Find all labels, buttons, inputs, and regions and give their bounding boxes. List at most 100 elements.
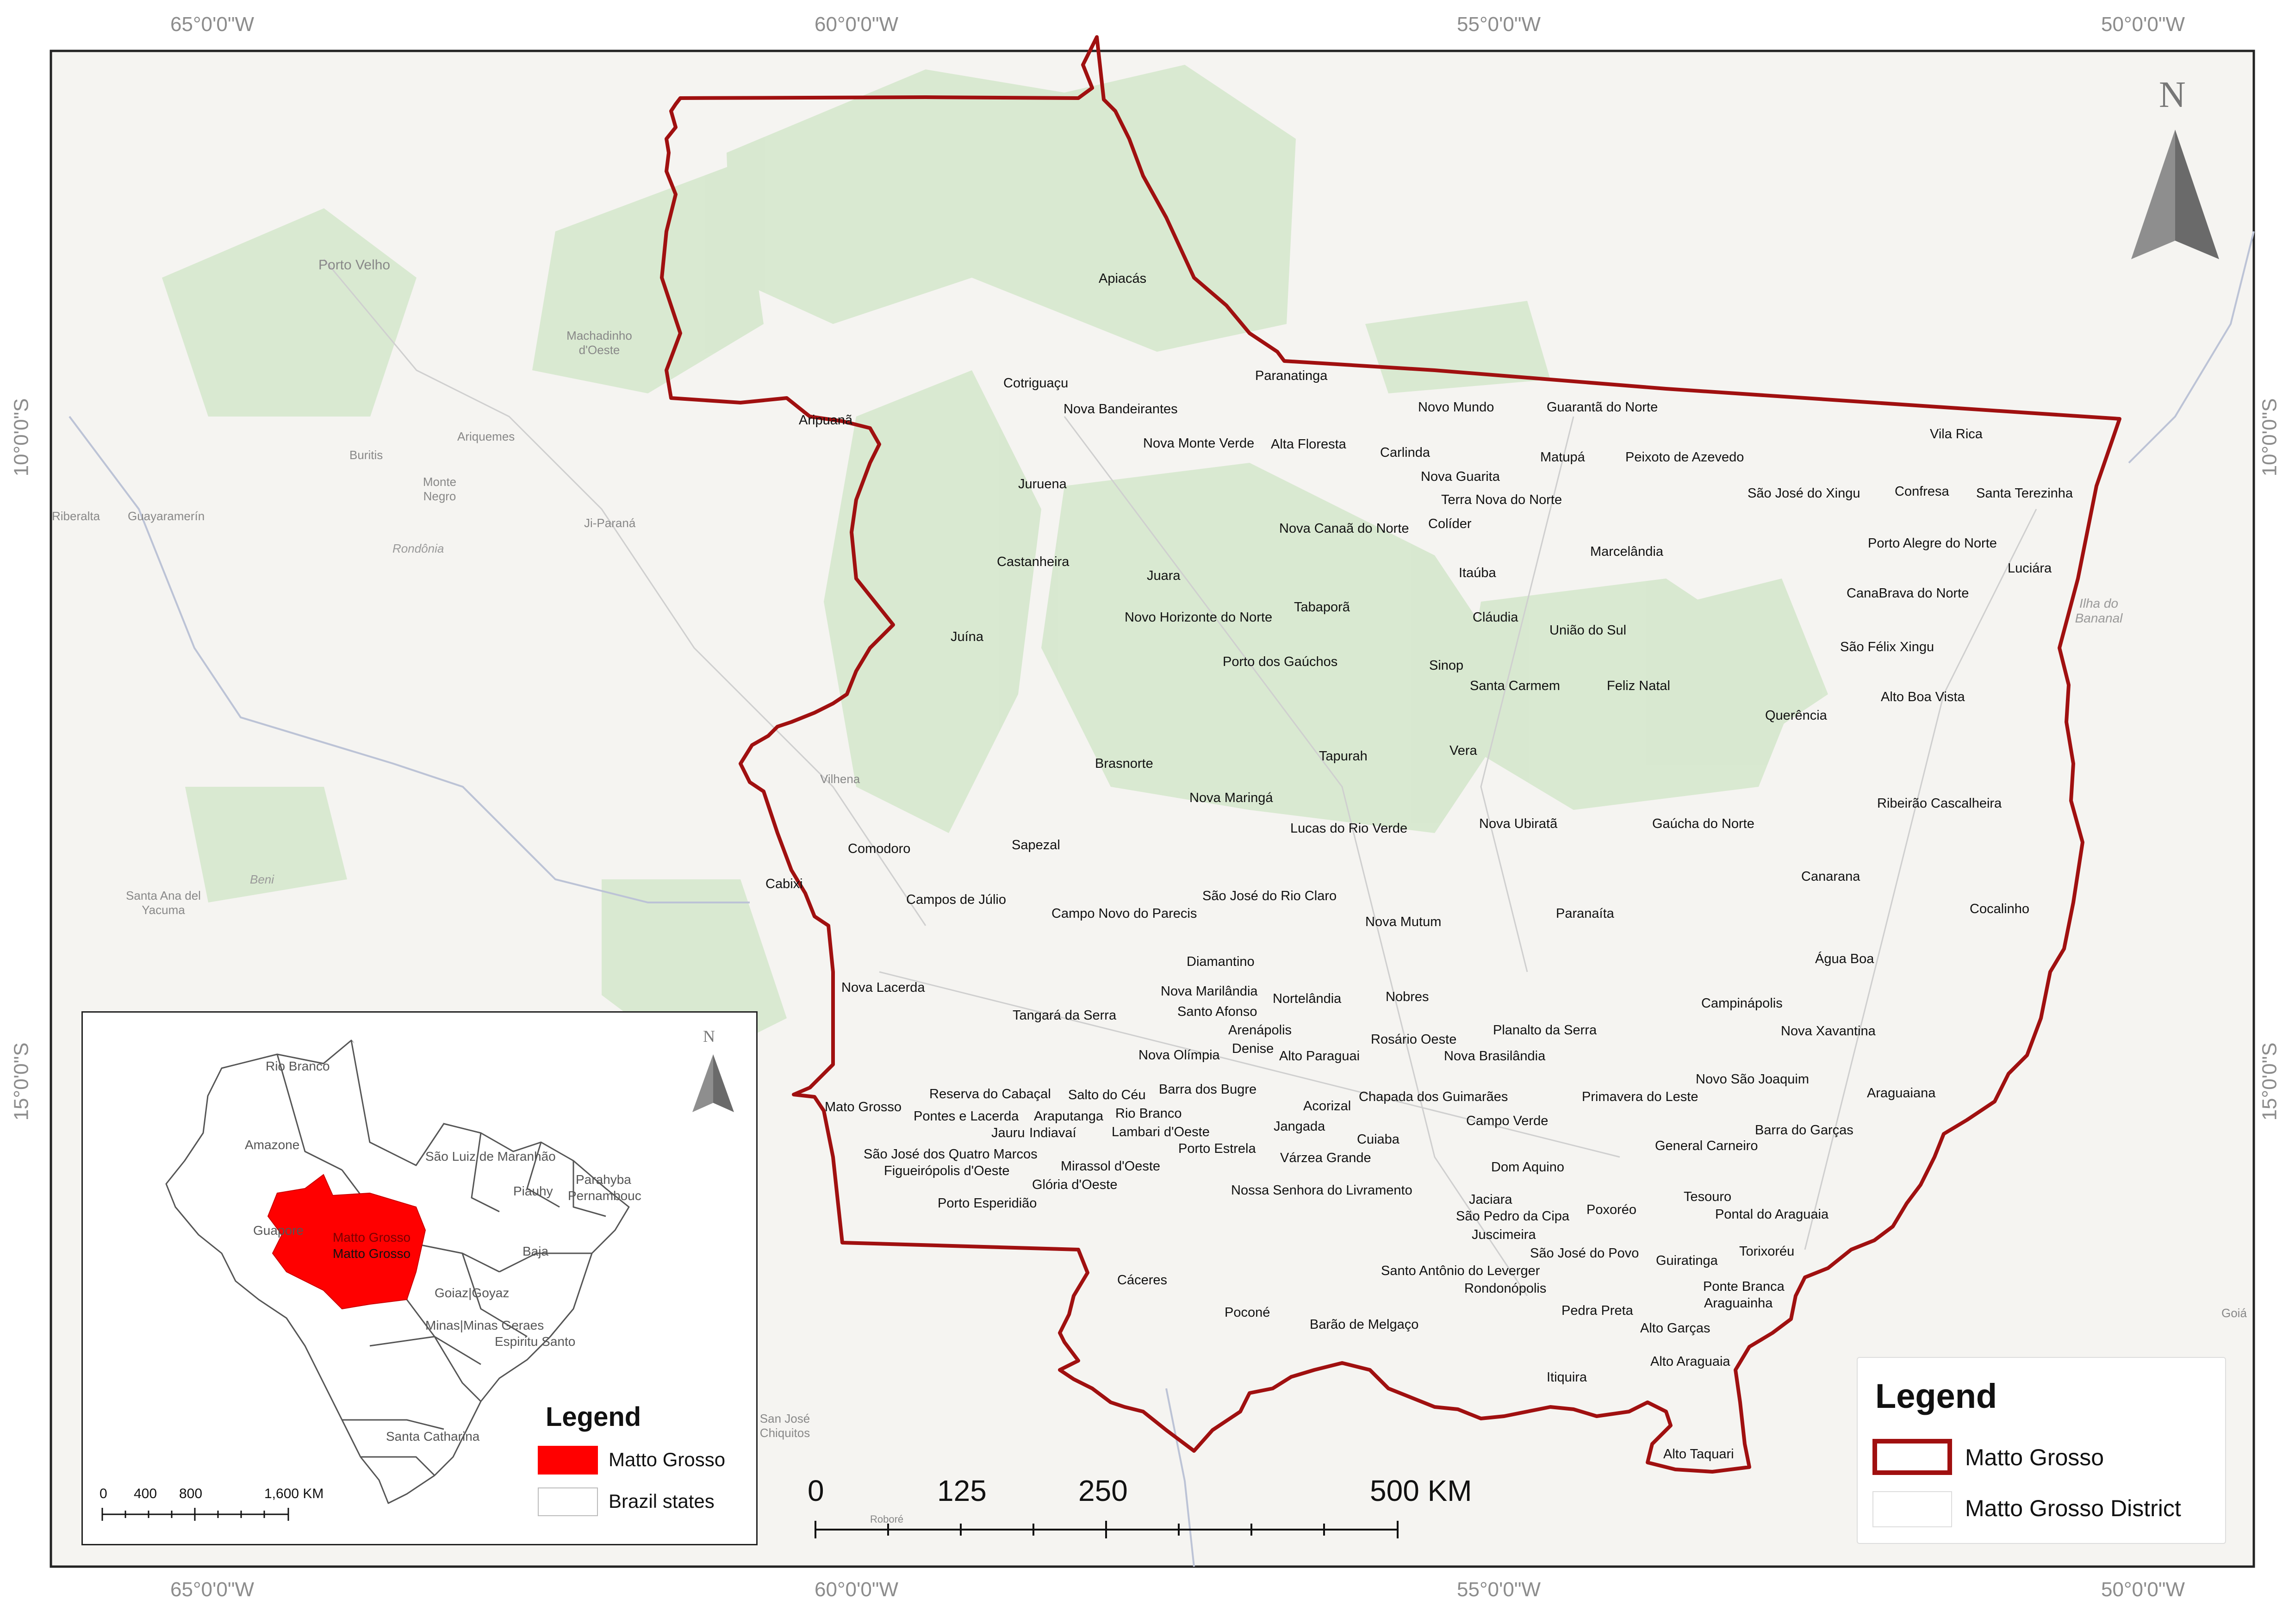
municipality-label: Campos de Júlio	[906, 892, 1006, 907]
mato-grosso-boundary	[660, 35, 2121, 1474]
north-arrow-icon	[2131, 130, 2219, 259]
municipality-label: Cuiaba	[1357, 1132, 1399, 1147]
municipality-label: Cáceres	[1117, 1273, 1167, 1288]
municipality-label: Reserva do Cabaçal	[929, 1087, 1051, 1101]
municipality-label: Cláudia	[1473, 610, 1518, 625]
municipality-label: Novo Mundo	[1418, 400, 1494, 415]
municipality-label: Aripuanã	[799, 413, 853, 428]
municipality-label: São José do Povo	[1530, 1246, 1639, 1261]
municipality-label: Campo Verde	[1466, 1114, 1549, 1128]
inset-scale-label: 0	[100, 1486, 107, 1501]
municipality-label: Nova Guarita	[1421, 469, 1500, 484]
municipality-label: Glória d'Oeste	[1032, 1177, 1118, 1192]
municipality-label: Novo São Joaquim	[1696, 1072, 1810, 1087]
municipality-label: Nova Ubiratã	[1479, 816, 1558, 831]
municipality-label: Alta Floresta	[1271, 437, 1346, 452]
inset-region-label: Santa Catharina	[386, 1429, 480, 1444]
inset-highlight-region	[267, 1174, 426, 1310]
municipality-label: Lucas do Rio Verde	[1290, 821, 1408, 836]
inset-region-label: Guapore	[253, 1223, 304, 1238]
municipality-label: Cocalinho	[1970, 902, 2029, 916]
municipality-label: Itaúba	[1459, 566, 1496, 580]
rivers-layer	[68, 231, 2255, 1567]
municipality-label: Nossa Senhora do Livramento	[1231, 1183, 1412, 1198]
inset-region-label: Matto Grosso	[333, 1230, 411, 1244]
municipality-label: Nova Canaã do Norte	[1279, 521, 1409, 536]
municipality-label: Ribeirão Cascalheira	[1877, 796, 2002, 811]
scale-bar-label: 500 KM	[1370, 1474, 1472, 1507]
municipality-label: Comodoro	[848, 841, 911, 856]
municipality-label: Arenápolis	[1228, 1023, 1292, 1038]
municipality-label: São Félix Xingu	[1840, 640, 1934, 654]
inset-north-label: N	[703, 1027, 715, 1045]
inset-region-label: Baja	[522, 1244, 549, 1258]
inset-legend-item-label: Brazil states	[609, 1490, 715, 1512]
municipality-label: Porto dos Gaúchos	[1223, 654, 1338, 669]
inset-region-label: São Luiz de Maranhão	[425, 1149, 556, 1164]
bg-label: Guayaramerín	[128, 509, 205, 523]
legend-swatch-boundary	[1872, 1439, 1952, 1475]
inset-region-label: Goiaz|Goyaz	[435, 1286, 510, 1300]
municipality-label: Porto Estrela	[1178, 1141, 1256, 1156]
inset-region-label: Rio Branco	[266, 1059, 330, 1073]
municipality-label: Porto Esperidião	[938, 1196, 1037, 1211]
graticule-bottom-label: 55°0'0"W	[1457, 1578, 1541, 1601]
scale-bar-label: 0	[808, 1474, 824, 1507]
municipality-label: Porto Alegre do Norte	[1868, 536, 1997, 551]
bg-label: Goiá	[2221, 1306, 2247, 1320]
municipality-label: Alto Paraguai	[1279, 1049, 1360, 1064]
inset-brazil-map	[165, 1039, 630, 1504]
graticule-bottom-label: 60°0'0"W	[815, 1578, 899, 1601]
legend-item-label: Matto Grosso District	[1965, 1495, 2181, 1521]
municipality-label: Juara	[1147, 568, 1181, 583]
municipality-label: Rio Branco	[1115, 1106, 1182, 1121]
municipality-label: Poconé	[1225, 1305, 1270, 1320]
municipality-label: Jangada	[1274, 1119, 1325, 1134]
municipality-label: Nova Marilândia	[1161, 984, 1258, 999]
north-arrow-label: N	[2159, 75, 2186, 115]
bg-label: Ji-Paraná	[584, 516, 636, 530]
municipality-label: Campo Novo do Parecis	[1051, 906, 1197, 921]
municipality-label: Nobres	[1386, 989, 1429, 1004]
inset-scale-label: 400	[134, 1486, 157, 1501]
municipality-label: Jauru	[991, 1126, 1025, 1140]
municipality-label: Tapurah	[1319, 749, 1368, 764]
municipality-label: Marcelândia	[1590, 544, 1663, 559]
legend-item-label: Matto Grosso	[1965, 1444, 2104, 1470]
municipality-label: Apiacás	[1099, 271, 1147, 286]
inset-region-label: Parahyba	[576, 1172, 631, 1187]
municipality-label: Luciára	[2008, 561, 2052, 576]
municipality-label: União do Sul	[1549, 623, 1627, 638]
roads-layer	[323, 259, 2037, 1296]
inset-map: Rio Branco Amazone São Luiz de Maranhão …	[81, 1011, 758, 1545]
graticule-top-label: 55°0'0"W	[1457, 13, 1541, 36]
inset-scale-bar	[101, 1508, 289, 1521]
municipality-label: Salto do Céu	[1068, 1088, 1146, 1102]
inset-region-label: Espiritu Santo	[495, 1334, 576, 1349]
municipality-label: Cabixi	[765, 877, 803, 891]
municipality-label: Vera	[1449, 743, 1477, 758]
municipality-label: Rosário Oeste	[1371, 1032, 1457, 1047]
municipality-label: Pedra Preta	[1561, 1303, 1633, 1318]
municipality-label: Ponte Branca	[1703, 1279, 1785, 1294]
municipality-label: São Pedro da Cipa	[1456, 1209, 1570, 1224]
bg-label: Monte Negro	[423, 475, 457, 503]
municipality-label: Brasnorte	[1095, 756, 1153, 771]
municipality-label: Alto Araguaia	[1650, 1354, 1730, 1369]
municipality-label: Santa Terezinha	[1976, 486, 2073, 501]
municipality-label: Alto Garças	[1640, 1321, 1710, 1336]
inset-scale-label: 1,600 KM	[264, 1486, 324, 1501]
municipality-label: Nova Olímpia	[1138, 1048, 1220, 1063]
municipality-label: Nova Monte Verde	[1143, 436, 1255, 451]
municipality-label: Castanheira	[997, 554, 1070, 569]
municipality-label: Figueirópolis d'Oeste	[884, 1164, 1010, 1178]
municipality-label: Terra Nova do Norte	[1441, 492, 1562, 507]
municipality-label: Itiquira	[1547, 1370, 1587, 1385]
municipality-label: Tangará da Serra	[1013, 1008, 1117, 1023]
scale-bar-label: 250	[1078, 1474, 1128, 1507]
municipality-label: Nova Bandeirantes	[1064, 402, 1178, 417]
municipality-label: Juína	[951, 629, 983, 644]
north-arrow: N	[2129, 74, 2221, 268]
municipality-label: Guarantã do Norte	[1547, 400, 1658, 415]
municipality-label: Nova Brasilândia	[1444, 1049, 1546, 1064]
